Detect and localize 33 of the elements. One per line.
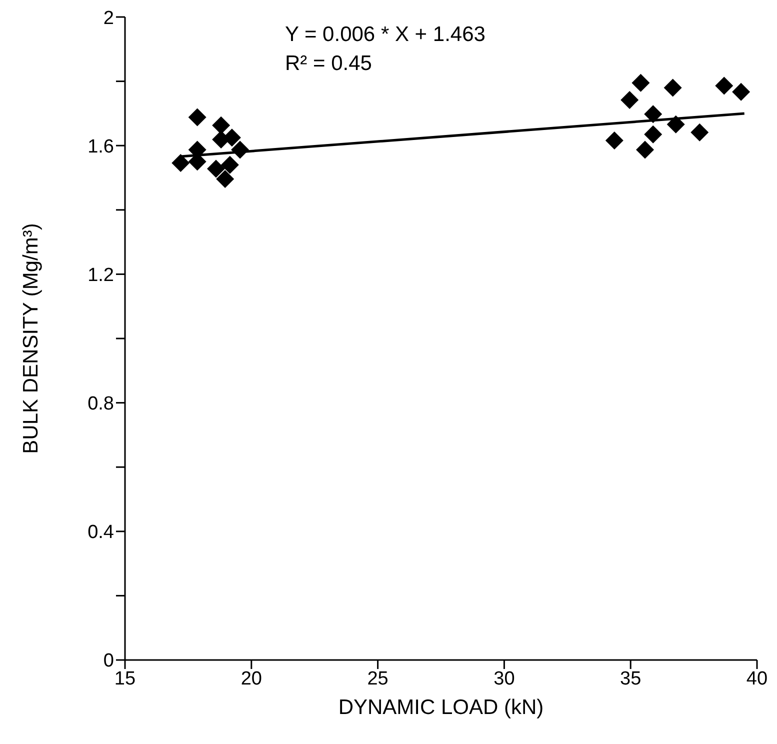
point [664, 78, 682, 97]
x-tick-label: 25 [367, 668, 388, 690]
point [644, 105, 662, 124]
y-tick-label: 2 [103, 8, 114, 29]
point [188, 108, 206, 126]
x-axis-title: DYNAMIC LOAD (kN) [338, 696, 544, 719]
point [636, 140, 654, 159]
point [220, 156, 239, 174]
x-tick-label: 35 [620, 668, 642, 690]
annotation: Y = 0.006 * X + 1.463 [285, 23, 486, 47]
x-tick-label: 40 [746, 668, 768, 690]
x-tick-label: 15 [114, 668, 136, 690]
y-tick-label: 1.6 [88, 136, 114, 158]
point [690, 123, 709, 142]
annotation: R² = 0.45 [285, 52, 372, 76]
point [212, 116, 230, 134]
point [732, 82, 750, 101]
y-tick-label: 1.2 [88, 264, 114, 286]
point [605, 131, 624, 150]
point [632, 74, 650, 92]
y-tick-label: 0.4 [88, 522, 114, 544]
y-axis-title: BULK DENSITY (Mg/m³) [19, 223, 42, 454]
x-tick-label: 20 [240, 668, 262, 690]
point [207, 160, 226, 178]
point [216, 170, 234, 188]
point [715, 76, 734, 95]
point [644, 125, 662, 144]
point [172, 154, 190, 172]
point [666, 115, 685, 134]
y-tick-label: 0 [103, 650, 114, 672]
point [620, 90, 639, 109]
x-tick-label: 30 [494, 668, 515, 690]
y-tick-label: 0.8 [88, 394, 114, 415]
